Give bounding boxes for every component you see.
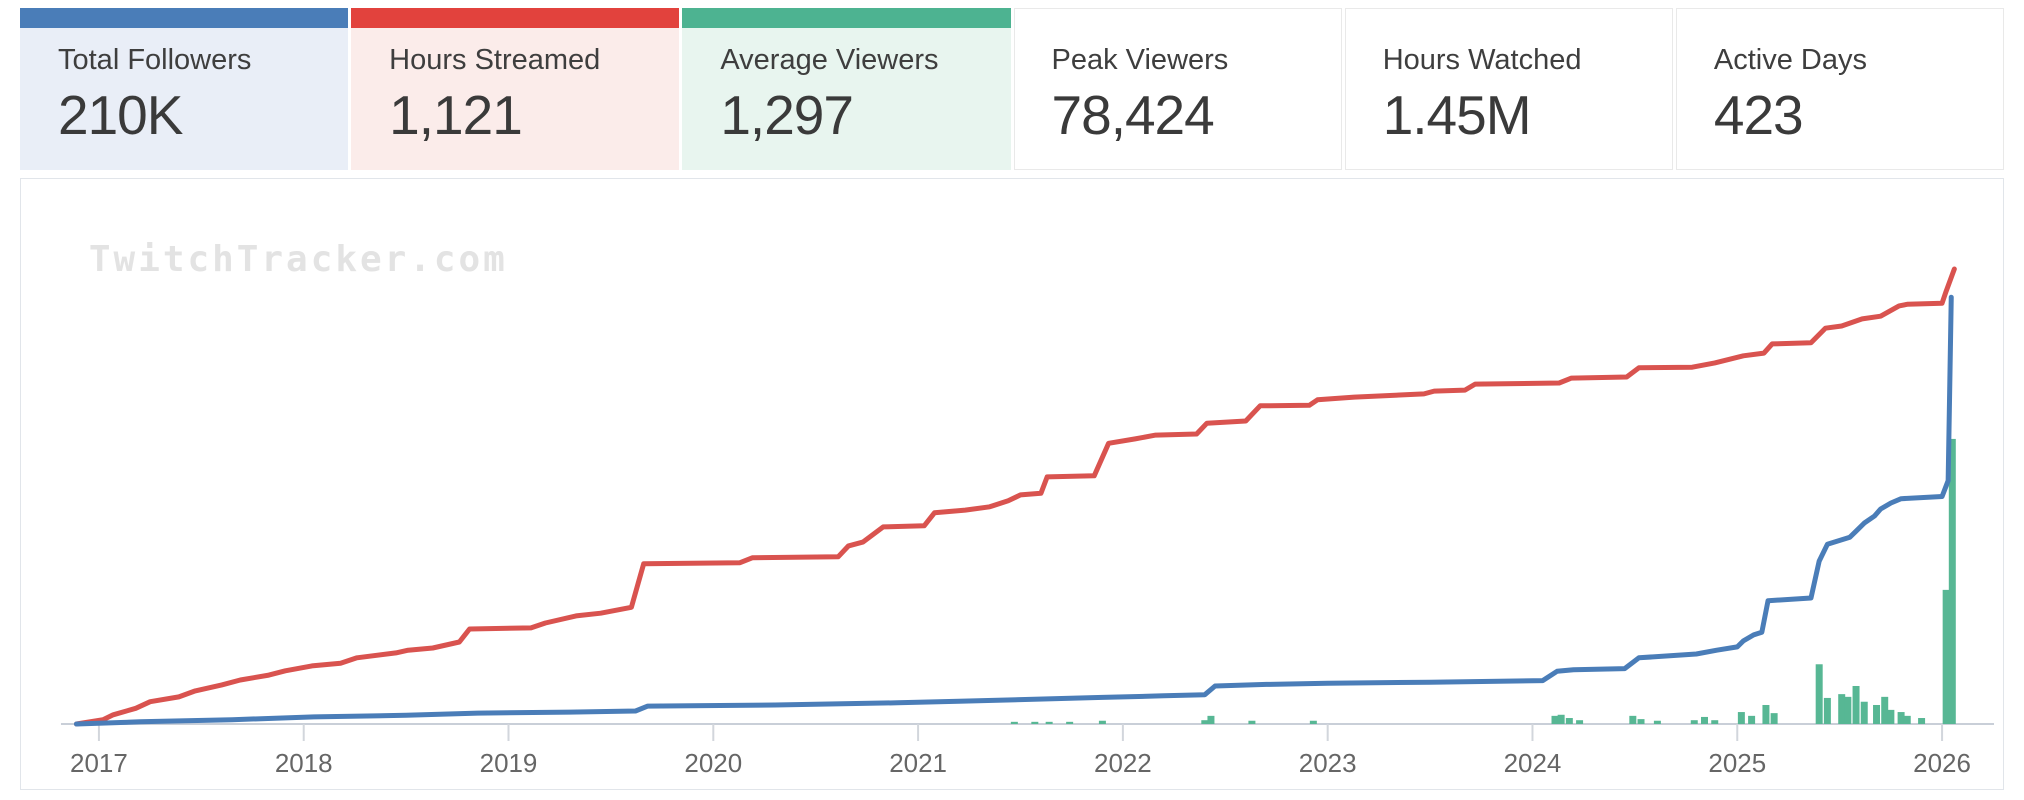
stats-history-chart-panel: TwitchTracker.com 2017 2018 2019 2020 2021 202… xyxy=(20,178,2004,790)
hours-streamed-monthly-bar xyxy=(1823,697,1831,724)
stat-label: Hours Watched xyxy=(1382,44,1582,76)
hours-streamed-monthly-bar xyxy=(1031,721,1039,724)
stat-card-total-followers: Total Followers 210K xyxy=(20,8,349,170)
stat-label: Hours Streamed xyxy=(389,44,601,76)
stat-value: 1,121 xyxy=(389,84,523,147)
hours-streamed-monthly-bar xyxy=(1010,721,1018,724)
hours-streamed-monthly-bar xyxy=(1201,720,1209,724)
hours-streamed-monthly-bar xyxy=(1309,720,1317,724)
x-tick-label: 2022 xyxy=(1094,748,1152,778)
accent-bar-none xyxy=(1345,8,1673,28)
stat-card-peak-viewers: Peak Viewers 78,424 xyxy=(1013,8,1342,170)
hours-streamed-monthly-bar xyxy=(1248,720,1256,724)
hours-streamed-monthly-bar xyxy=(1576,720,1584,724)
hours-streamed-monthly-bar xyxy=(1557,714,1565,724)
accent-bar-green xyxy=(682,8,1011,28)
stat-label: Peak Viewers xyxy=(1051,44,1229,76)
stat-card-hours-watched: Hours Watched 1.45M xyxy=(1344,8,1673,170)
x-tick-label: 2025 xyxy=(1708,748,1766,778)
stat-card-hours-streamed: Hours Streamed 1,121 xyxy=(351,8,680,170)
hours-streamed-monthly-bar xyxy=(1066,721,1074,724)
hours-streamed-monthly-bar xyxy=(1690,720,1698,724)
x-tick-label: 2017 xyxy=(70,748,128,778)
hours-streamed-monthly-bar xyxy=(1748,715,1756,724)
accent-bar-red xyxy=(351,8,680,28)
accent-bar-none xyxy=(1676,8,2004,28)
accent-bar-blue xyxy=(20,8,349,28)
hours-streamed-monthly-bar xyxy=(1762,704,1770,724)
hours-streamed-monthly-bar xyxy=(1701,716,1708,724)
hours-streamed-monthly-bar xyxy=(1942,589,1950,724)
hours-streamed-monthly-bar xyxy=(1844,696,1852,724)
hours-streamed-monthly-bar xyxy=(1770,713,1778,724)
hours-streamed-monthly-bar xyxy=(1629,715,1637,724)
hours-streamed-monthly-bar xyxy=(1838,694,1846,724)
stat-value: 78,424 xyxy=(1051,84,1215,147)
stat-value: 210K xyxy=(58,84,183,147)
hours-watched-cumulative-line xyxy=(73,294,1954,727)
stats-summary-row: Total Followers 210K Hours Streamed 1,12… xyxy=(20,8,2005,170)
stat-card-active-days: Active Days 423 xyxy=(1675,8,2005,170)
stat-value: 1.45M xyxy=(1382,84,1532,147)
hours-streamed-monthly-bar xyxy=(1860,701,1868,724)
x-tick-label: 2023 xyxy=(1299,748,1357,778)
stat-label: Average Viewers xyxy=(720,44,939,76)
stat-value: 423 xyxy=(1713,84,1804,147)
hours-streamed-monthly-bar xyxy=(1098,720,1106,724)
hours-streamed-monthly-bar xyxy=(1897,712,1905,724)
x-tick-label: 2024 xyxy=(1504,748,1562,778)
hours-streamed-monthly-bar xyxy=(1551,715,1559,724)
x-tick-label: 2019 xyxy=(480,748,538,778)
hours-streamed-monthly-bar xyxy=(1737,712,1745,724)
x-tick-label: 2021 xyxy=(889,748,947,778)
hours-streamed-monthly-bar xyxy=(1711,720,1719,724)
stat-card-average-viewers: Average Viewers 1,297 xyxy=(682,8,1011,170)
hours-streamed-monthly-bar xyxy=(1653,720,1661,724)
hours-streamed-monthly-bar xyxy=(1948,438,1956,724)
hours-streamed-monthly-bar xyxy=(1637,719,1645,724)
x-tick-label: 2020 xyxy=(684,748,742,778)
hours-streamed-monthly-bar xyxy=(1207,715,1215,724)
hours-streamed-monthly-bar xyxy=(1565,718,1573,724)
stats-chart[interactable]: TwitchTracker.com 2017 2018 2019 2020 2021 202… xyxy=(21,179,2003,789)
watermark-text: TwitchTracker.com xyxy=(89,239,508,280)
accent-bar-none xyxy=(1014,8,1342,28)
hours-streamed-monthly-bar xyxy=(1887,709,1895,724)
x-tick-label: 2026 xyxy=(1913,748,1971,778)
stat-value: 1,297 xyxy=(720,84,854,147)
total-followers-cumulative-line xyxy=(73,266,1957,727)
stat-label: Total Followers xyxy=(58,44,252,76)
x-tick-label: 2018 xyxy=(275,748,333,778)
stat-label: Active Days xyxy=(1713,44,1867,76)
hours-streamed-monthly-bar xyxy=(1852,685,1860,724)
hours-streamed-monthly-bar xyxy=(1903,715,1911,724)
hours-streamed-monthly-bar xyxy=(1881,696,1889,724)
hours-streamed-monthly-bar xyxy=(1873,704,1881,724)
hours-streamed-monthly-bar xyxy=(1918,718,1926,724)
hours-streamed-monthly-bar xyxy=(1815,664,1823,724)
hours-streamed-monthly-bar xyxy=(1045,721,1053,724)
